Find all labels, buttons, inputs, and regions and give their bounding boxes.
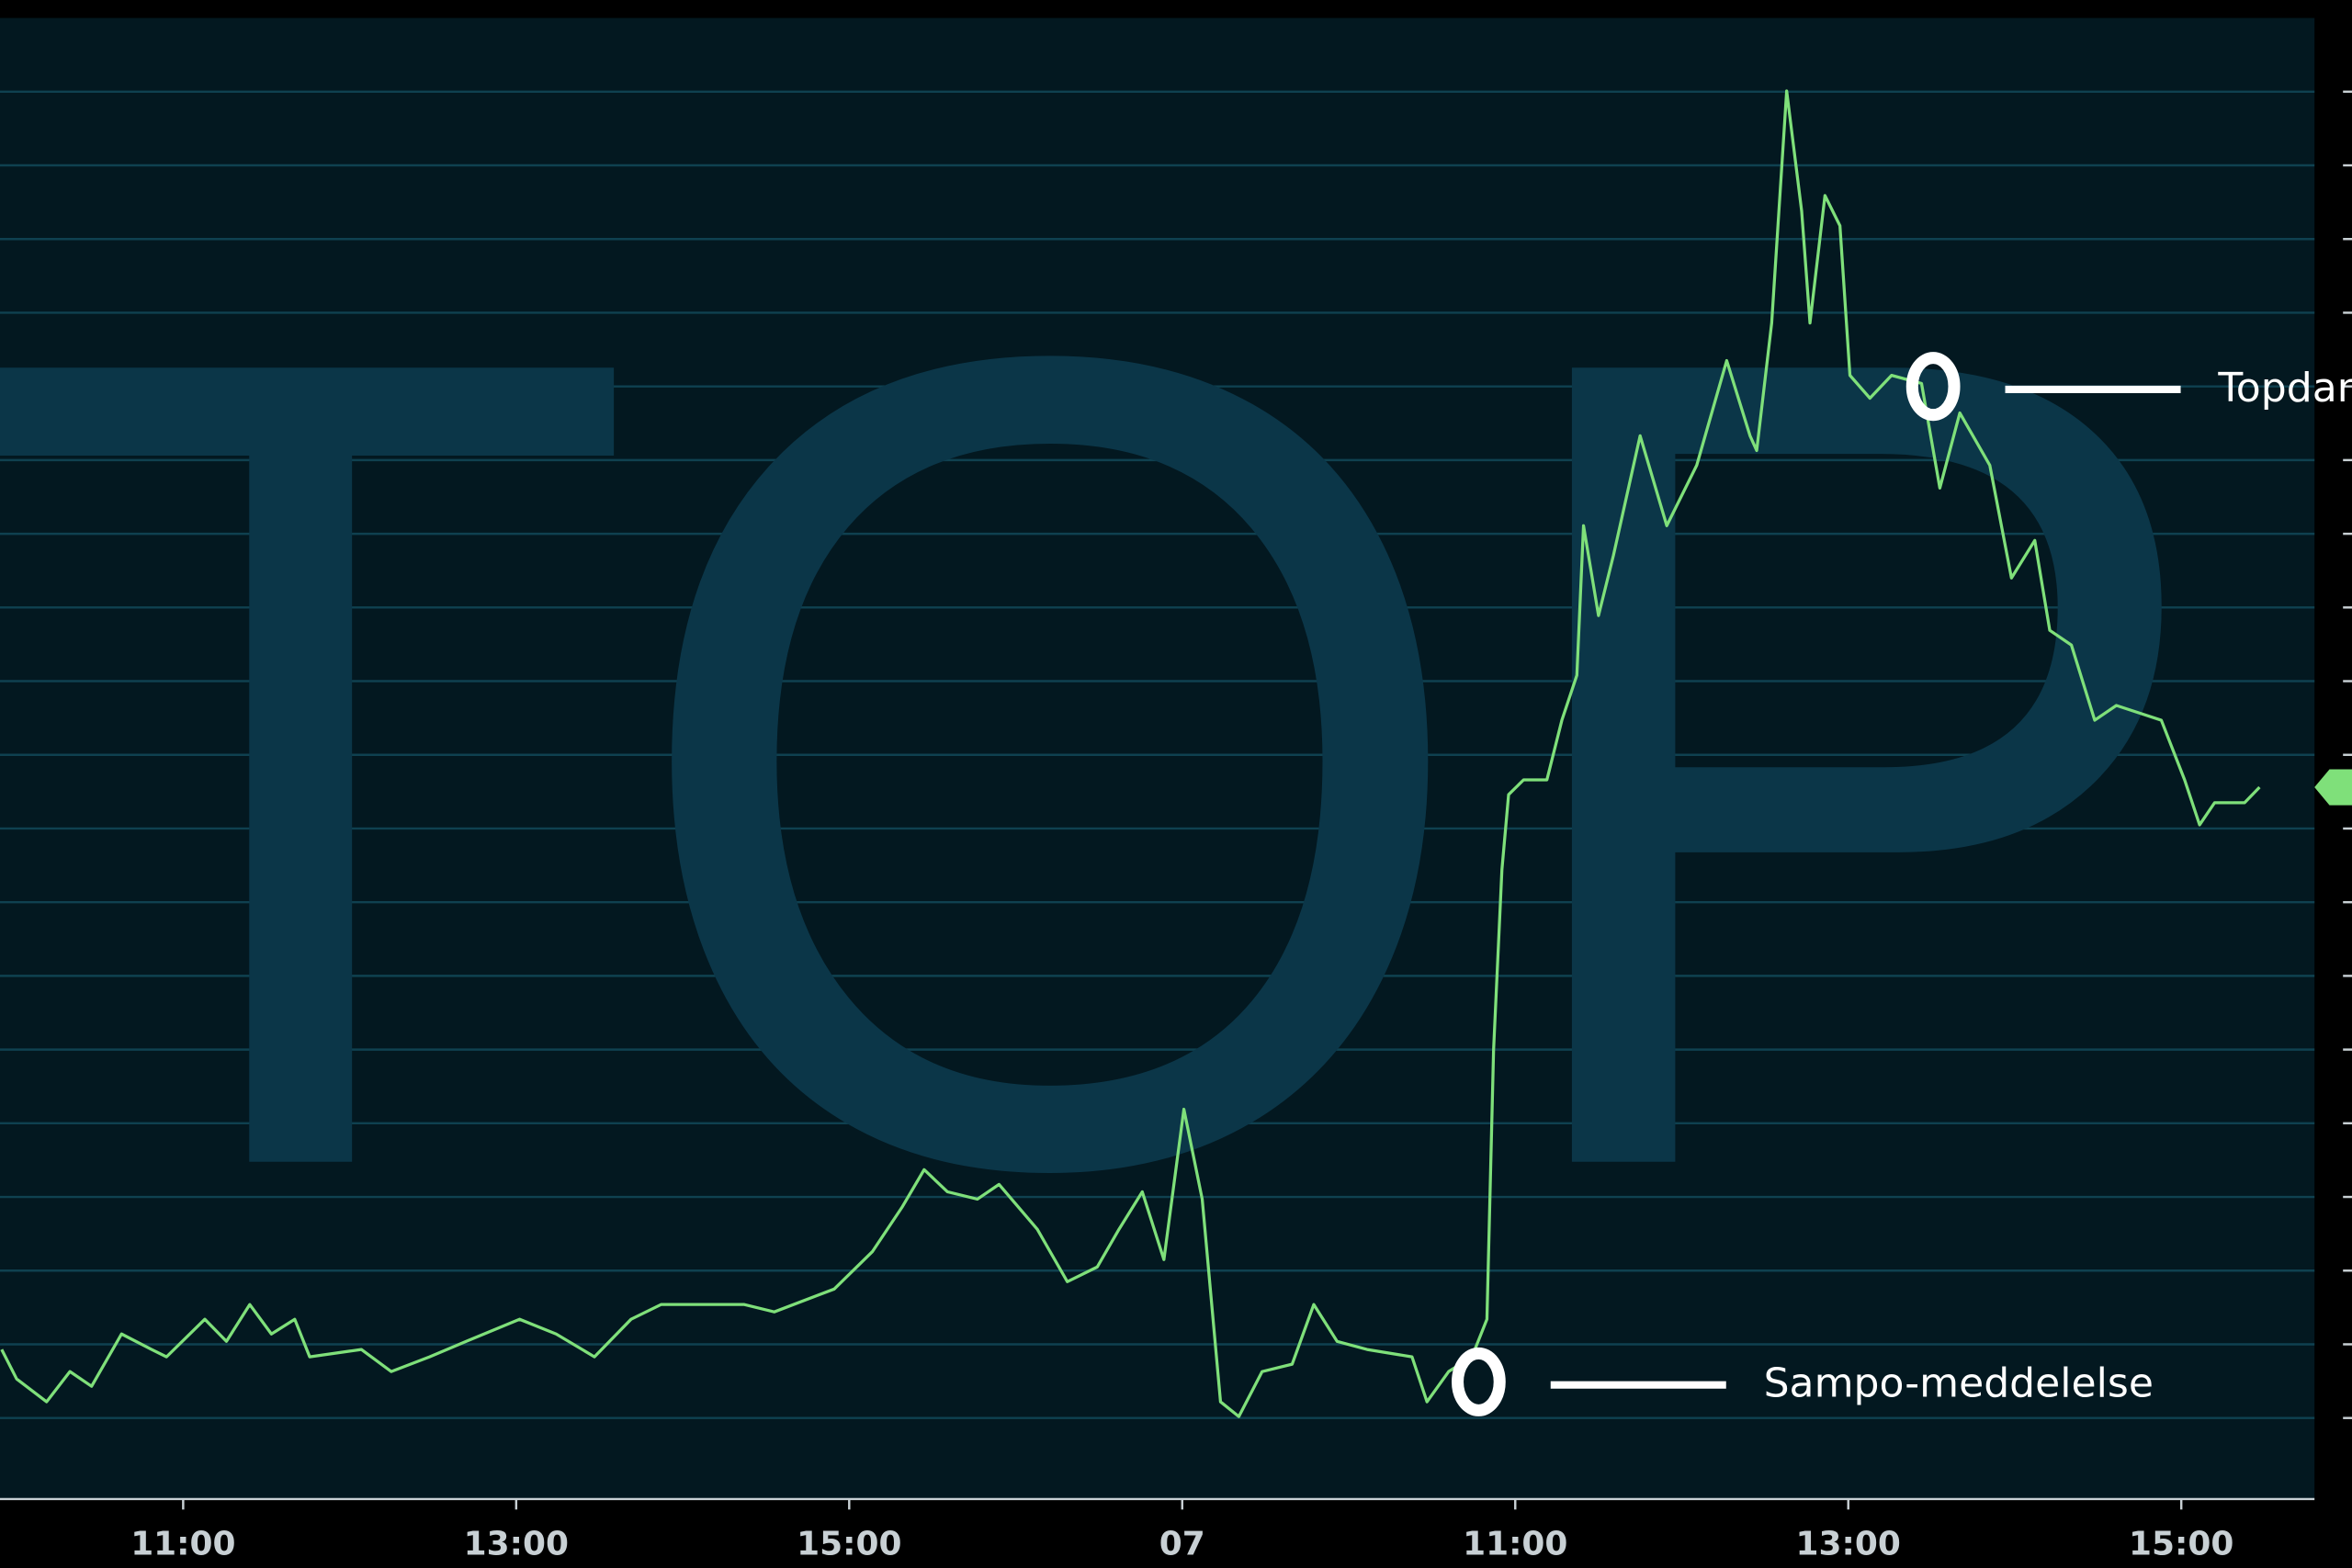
x-tick-label: 11:00 [1463, 1525, 1567, 1562]
annotation-label: Topdan [2217, 365, 2352, 412]
x-tick-label: 13:00 [464, 1525, 569, 1562]
plot: Sampo-meddelelse Topdan [0, 89, 2352, 1418]
event-marker [1451, 1347, 1506, 1416]
event-marker [1905, 352, 1961, 422]
annotation-label: Sampo-meddelelse [1764, 1360, 2154, 1407]
x-tick-label: 13:00 [1796, 1525, 1901, 1562]
watermark: TOP [0, 118, 2220, 1407]
last-price-marker [2314, 769, 2352, 806]
plot-area [0, 17, 2315, 1499]
x-tick-label: 15:00 [797, 1525, 901, 1562]
x-tick-label: 15:00 [2129, 1525, 2233, 1562]
x-tick-label: 07 [1159, 1525, 1205, 1562]
grid: 11:00 13:00 15:00 07 11:00 13:00 15:00 [0, 90, 2352, 1562]
x-tick-label: 11:00 [130, 1525, 235, 1562]
